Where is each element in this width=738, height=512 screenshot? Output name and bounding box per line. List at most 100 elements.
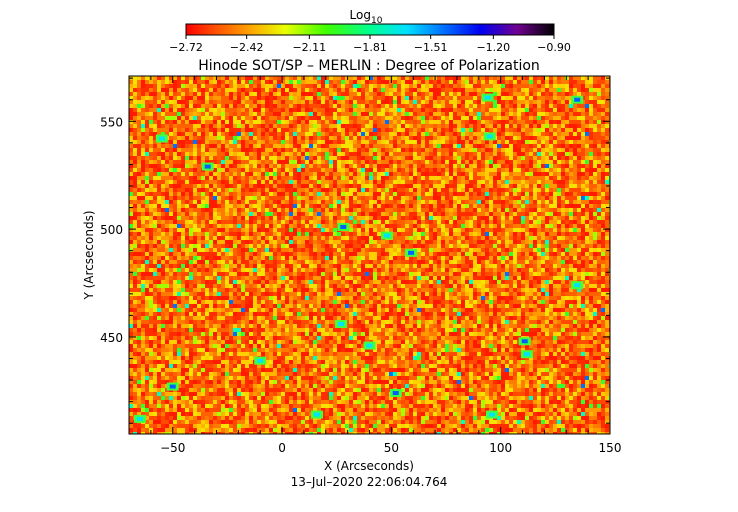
heatmap-cell <box>453 216 457 220</box>
heatmap-cell <box>345 164 349 168</box>
heatmap-cell <box>341 232 345 236</box>
heatmap-cell <box>501 168 505 172</box>
heatmap-cell <box>181 156 185 160</box>
heatmap-cell <box>157 164 161 168</box>
heatmap-cell <box>585 156 589 160</box>
heatmap-cell <box>557 96 561 100</box>
heatmap-cell <box>281 112 285 116</box>
heatmap-cell <box>605 140 609 144</box>
heatmap-cell <box>453 228 457 232</box>
heatmap-cell <box>449 100 453 104</box>
heatmap-cell <box>573 212 577 216</box>
heatmap-cell <box>205 232 209 236</box>
heatmap-cell <box>329 124 333 128</box>
heatmap-cell <box>353 112 357 116</box>
heatmap-cell <box>397 204 401 208</box>
heatmap-cell <box>289 96 293 100</box>
heatmap-cell <box>297 204 301 208</box>
heatmap-cell <box>285 196 289 200</box>
heatmap-cell <box>265 204 269 208</box>
heatmap-cell <box>453 188 457 192</box>
heatmap-cell <box>421 180 425 184</box>
heatmap-cell <box>153 192 157 196</box>
heatmap-cell <box>265 164 269 168</box>
heatmap-cell <box>485 160 489 164</box>
heatmap-cell <box>405 148 409 152</box>
heatmap-cell <box>381 160 385 164</box>
heatmap-cell <box>425 160 429 164</box>
heatmap-cell <box>429 224 433 228</box>
heatmap-cell <box>213 200 217 204</box>
heatmap-cell <box>157 112 161 116</box>
heatmap-cell <box>529 84 533 88</box>
heatmap-cell <box>141 224 145 228</box>
heatmap-cell <box>581 188 585 192</box>
heatmap-cell <box>289 156 293 160</box>
heatmap-cell <box>533 176 537 180</box>
heatmap-cell <box>217 172 221 176</box>
heatmap-cell <box>225 156 229 160</box>
heatmap-cell <box>525 156 529 160</box>
heatmap-cell <box>197 236 201 240</box>
heatmap-cell <box>517 128 521 132</box>
heatmap-cell <box>393 136 397 140</box>
heatmap-cell <box>493 168 497 172</box>
heatmap-cell <box>385 148 389 152</box>
heatmap-cell <box>333 196 337 200</box>
heatmap-cell <box>213 216 217 220</box>
heatmap-cell <box>217 80 221 84</box>
heatmap-cell <box>369 152 373 156</box>
heatmap-cell <box>137 212 141 216</box>
heatmap-cell <box>301 112 305 116</box>
heatmap-cell <box>253 104 257 108</box>
heatmap-cell <box>469 152 473 156</box>
heatmap-cell <box>249 96 253 100</box>
heatmap-cell <box>365 216 369 220</box>
heatmap-cell <box>265 212 269 216</box>
heatmap-cell <box>133 220 137 224</box>
heatmap-cell <box>457 108 461 112</box>
heatmap-cell <box>445 144 449 148</box>
heatmap-cell <box>353 224 357 228</box>
heatmap-cell <box>189 240 193 244</box>
heatmap-cell <box>485 232 489 236</box>
heatmap-cell <box>357 140 361 144</box>
heatmap-cell <box>557 128 561 132</box>
heatmap-cell <box>489 100 493 104</box>
heatmap-cell <box>413 176 417 180</box>
heatmap-cell <box>277 116 281 120</box>
heatmap-cell <box>361 108 365 112</box>
heatmap-cell <box>413 204 417 208</box>
heatmap-cell <box>445 96 449 100</box>
heatmap-cell <box>313 200 317 204</box>
heatmap-cell <box>537 220 541 224</box>
heatmap-cell <box>581 172 585 176</box>
heatmap-cell <box>337 176 341 180</box>
heatmap-cell <box>305 116 309 120</box>
heatmap-cell <box>585 120 589 124</box>
heatmap-cell <box>325 136 329 140</box>
heatmap-cell <box>325 128 329 132</box>
heatmap-cell <box>285 212 289 216</box>
heatmap-cell <box>525 172 529 176</box>
heatmap-cell <box>473 92 477 96</box>
heatmap-cell <box>229 224 233 228</box>
heatmap-cell <box>229 156 233 160</box>
heatmap-cell <box>445 192 449 196</box>
heatmap-cell <box>505 208 509 212</box>
heatmap-cell <box>381 128 385 132</box>
heatmap-cell <box>389 208 393 212</box>
heatmap-cell <box>361 200 365 204</box>
heatmap-cell <box>201 144 205 148</box>
heatmap-cell <box>477 220 481 224</box>
heatmap-cell <box>161 92 165 96</box>
heatmap-cell <box>421 148 425 152</box>
heatmap-cell <box>209 116 213 120</box>
heatmap-cell <box>173 232 177 236</box>
heatmap-cell <box>189 108 193 112</box>
heatmap-cell <box>281 224 285 228</box>
heatmap-cell <box>445 232 449 236</box>
heatmap-cell <box>161 216 165 220</box>
heatmap-cell <box>553 156 557 160</box>
heatmap-cell <box>497 144 501 148</box>
